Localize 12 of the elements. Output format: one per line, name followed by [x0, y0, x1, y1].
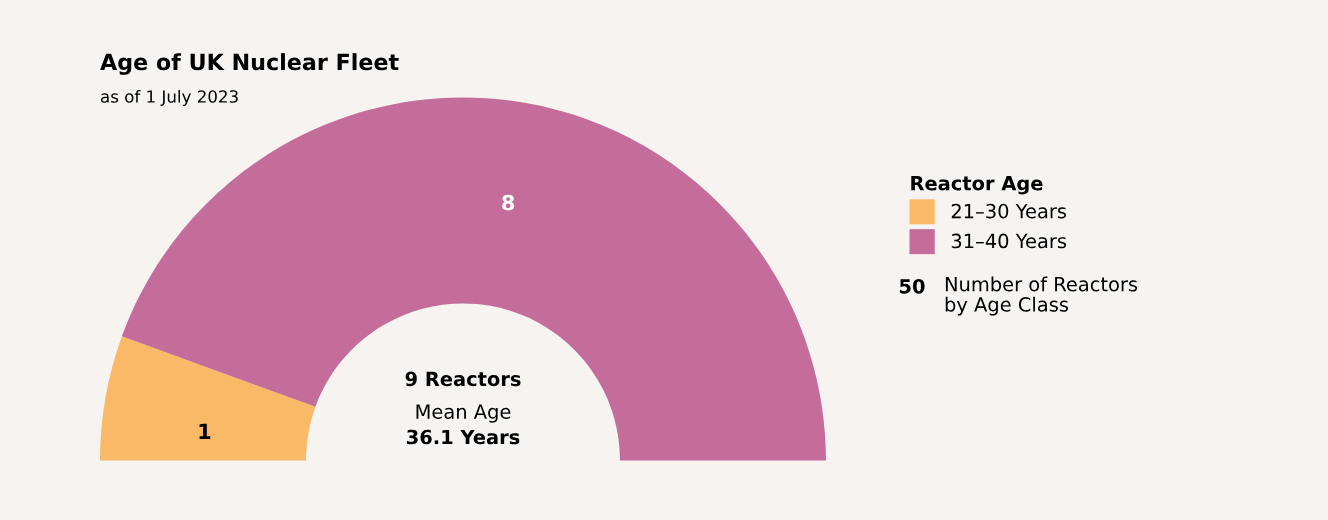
data-label: 1 — [199, 423, 211, 440]
legend-title: Reactor Age — [911, 176, 1043, 195]
text: 36.1 Years — [407, 429, 520, 445]
chart-subtitle: as of 1 July 2023 — [101, 89, 238, 107]
text: Number of Reactors by Age Class — [945, 276, 1138, 316]
text: Mean Age — [416, 404, 511, 423]
text: 9 Reactors — [405, 371, 521, 387]
chart-title: Age of UK Nuclear Fleet — [100, 53, 399, 75]
legend-label: 21–30 Years — [951, 203, 1067, 219]
legend-label: 31–40 Years — [951, 233, 1067, 249]
data-label: 8 — [502, 194, 515, 211]
text: 50 — [899, 278, 925, 294]
